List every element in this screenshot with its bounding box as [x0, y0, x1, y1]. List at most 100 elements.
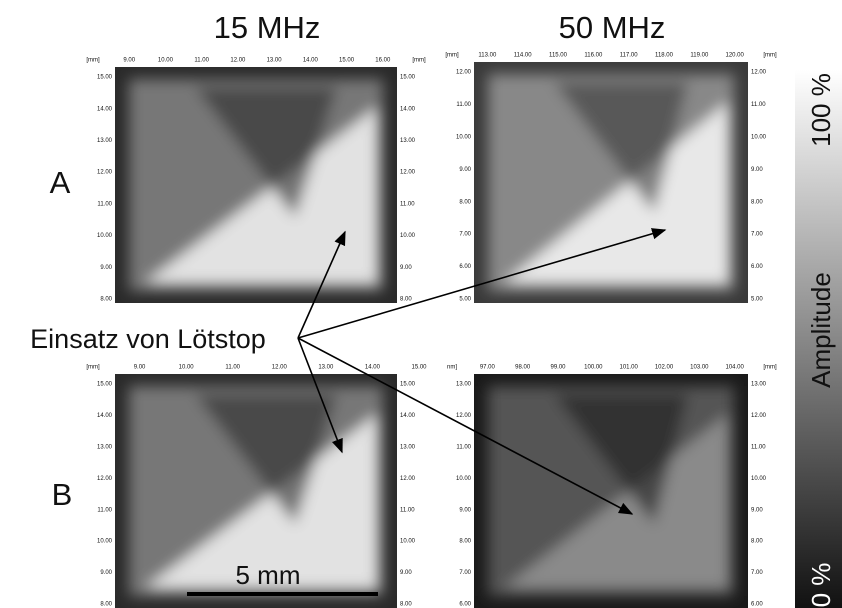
y-tick-label: 13.00 [97, 444, 113, 450]
scale-bar-label: 5 mm [236, 560, 301, 590]
y-tick-label: 12.00 [456, 70, 472, 76]
x-tick-label: 116.00 [584, 53, 603, 59]
y-tick-label: 11.00 [97, 201, 112, 207]
y-tick-label: 11.00 [400, 507, 415, 513]
y-tick-label: 10.00 [97, 233, 113, 239]
x-tick-label: 13.00 [267, 58, 283, 64]
x-tick-label: 14.00 [303, 58, 319, 64]
y-tick-label: 9.00 [400, 265, 412, 271]
y-tick-label: 11.00 [456, 444, 471, 450]
x-tick-label: [mm] [86, 365, 100, 371]
y-tick-label: 8.00 [100, 602, 112, 608]
y-tick-label: 11.00 [97, 507, 112, 513]
x-tick-label: 11.00 [194, 58, 209, 64]
x-tick-label: 13.00 [318, 365, 334, 371]
y-tick-label: 11.00 [751, 102, 766, 108]
y-tick-label: 7.00 [751, 570, 763, 576]
figure: 15 MHz 50 MHz A B [mm] 9.00 10.00 11.00 12.0… [0, 0, 842, 608]
y-tick-label: 8.00 [751, 539, 763, 545]
x-tick-label: [mm] [86, 58, 100, 64]
x-tick-label: 11.00 [225, 365, 240, 371]
scan-blur [488, 74, 734, 291]
y-tick-label: 11.00 [400, 201, 415, 207]
y-tick-label: 13.00 [400, 138, 416, 144]
y-tick-label: 9.00 [751, 167, 763, 173]
x-tick-label: 98.00 [515, 365, 531, 371]
y-tick-label: 13.00 [400, 444, 416, 450]
y-tick-label: 8.00 [400, 602, 412, 608]
x-tick-label: 104.00 [725, 365, 744, 371]
y-tick-label: 12.00 [751, 413, 767, 419]
x-tick-label: 10.00 [158, 58, 174, 64]
y-tick-label: 10.00 [400, 233, 416, 239]
x-tick-label: 12.00 [230, 58, 246, 64]
x-tick-label: nm] [447, 365, 457, 371]
x-tick-label: 99.00 [550, 365, 566, 371]
y-tick-label: 13.00 [751, 382, 767, 388]
y-tick-label: 11.00 [456, 102, 471, 108]
x-tick-label: 12.00 [272, 365, 288, 371]
y-tick-label: 6.00 [751, 602, 763, 608]
scan-blur [129, 79, 383, 291]
y-tick-label: 8.00 [100, 297, 112, 303]
column-title: 50 MHz [559, 10, 666, 45]
colorbar-title: Amplitude [806, 272, 836, 388]
y-tick-label: 12.00 [400, 476, 416, 482]
row-label: B [52, 477, 73, 512]
x-tick-label: [mm] [412, 58, 426, 64]
y-tick-label: 14.00 [400, 106, 416, 112]
x-tick-label: 117.00 [620, 53, 639, 59]
y-tick-label: 10.00 [751, 134, 767, 140]
y-tick-label: 8.00 [459, 539, 471, 545]
y-tick-label: 12.00 [97, 476, 113, 482]
x-tick-label: 9.00 [134, 365, 146, 371]
x-tick-label: [mm] [763, 53, 777, 59]
y-tick-label: 7.00 [459, 232, 471, 238]
y-tick-label: 5.00 [751, 297, 763, 303]
colorbar-min: 0 % [806, 563, 836, 608]
x-tick-label: 119.00 [690, 53, 709, 59]
y-tick-label: 14.00 [400, 413, 416, 419]
y-tick-label: 12.00 [400, 170, 416, 176]
y-tick-label: 14.00 [97, 106, 113, 112]
y-tick-label: 9.00 [751, 507, 763, 513]
y-tick-label: 10.00 [456, 134, 472, 140]
y-tick-label: 8.00 [459, 199, 471, 205]
annotation: Einsatz von Lötstop [30, 324, 266, 354]
y-tick-label: 15.00 [97, 75, 113, 81]
y-tick-label: 10.00 [456, 476, 472, 482]
y-tick-label: 13.00 [97, 138, 113, 144]
y-tick-label: 12.00 [751, 70, 767, 76]
y-tick-label: 9.00 [459, 507, 471, 513]
x-tick-label: 115.00 [549, 53, 568, 59]
row-label: A [50, 165, 71, 200]
x-tick-label: [mm] [445, 53, 459, 59]
x-tick-label: 9.00 [123, 58, 135, 64]
x-tick-label: 120.00 [725, 53, 744, 59]
y-tick-label: 9.00 [400, 570, 412, 576]
x-tick-label: 114.00 [514, 53, 533, 59]
y-tick-label: 7.00 [751, 232, 763, 238]
x-tick-label: 103.00 [690, 365, 709, 371]
y-tick-label: 15.00 [400, 75, 416, 81]
scan-image [488, 74, 734, 291]
y-tick-label: 8.00 [400, 297, 412, 303]
x-tick-label: 15.00 [411, 365, 427, 371]
x-tick-label: 15.00 [339, 58, 355, 64]
y-tick-label: 10.00 [97, 539, 113, 545]
y-tick-label: 7.00 [459, 570, 471, 576]
y-tick-label: 8.00 [751, 199, 763, 205]
y-tick-label: 9.00 [100, 570, 112, 576]
column-title: 15 MHz [214, 10, 321, 45]
x-tick-label: 14.00 [365, 365, 381, 371]
scan-image [488, 386, 734, 596]
x-tick-label: [mm] [763, 365, 777, 371]
x-tick-label: 97.00 [480, 365, 496, 371]
scan-panel: [mm]113.00114.00115.00116.00117.00118.00… [445, 53, 777, 303]
y-tick-label: 14.00 [97, 413, 113, 419]
y-tick-label: 6.00 [751, 264, 763, 270]
scan-blur [488, 386, 734, 596]
x-tick-label: 102.00 [655, 365, 674, 371]
